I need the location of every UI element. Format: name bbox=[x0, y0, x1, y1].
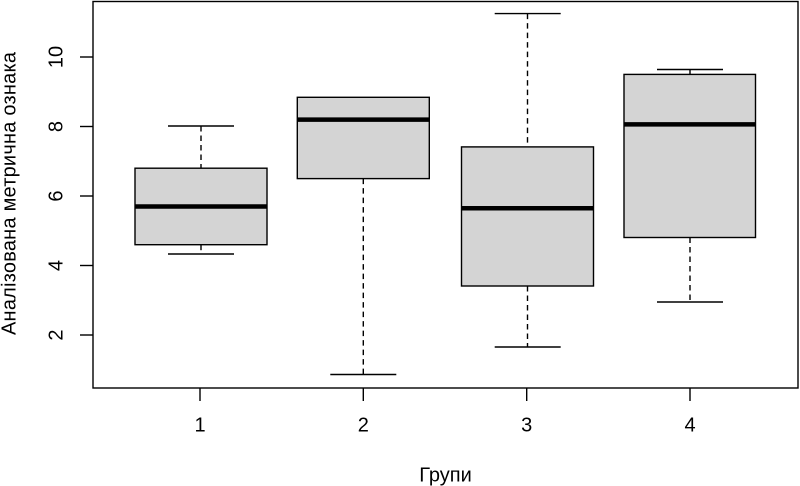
svg-text:6: 6 bbox=[46, 190, 68, 201]
svg-text:10: 10 bbox=[46, 46, 68, 68]
svg-text:2: 2 bbox=[46, 329, 68, 340]
svg-text:2: 2 bbox=[358, 415, 369, 437]
svg-text:1: 1 bbox=[194, 415, 205, 437]
svg-text:4: 4 bbox=[684, 415, 695, 437]
svg-text:Аналізована метрична ознака: Аналізована метрична ознака bbox=[0, 51, 21, 335]
svg-text:3: 3 bbox=[521, 415, 532, 437]
svg-text:Групи: Групи bbox=[419, 465, 472, 486]
svg-text:8: 8 bbox=[46, 121, 68, 132]
svg-text:4: 4 bbox=[46, 260, 68, 271]
